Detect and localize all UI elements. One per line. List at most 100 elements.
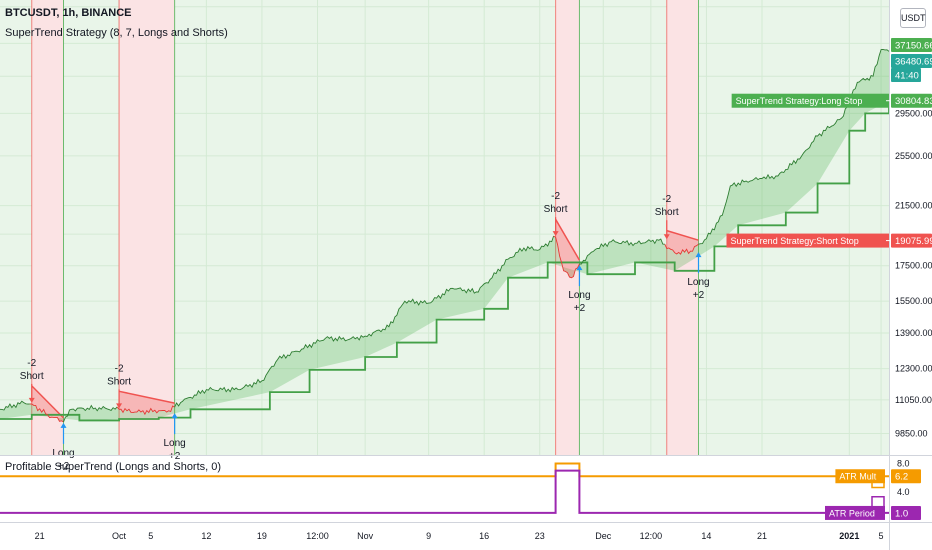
atr-mult-label-value: 6.2 bbox=[895, 472, 908, 483]
price-tick-label: 17500.00 bbox=[895, 261, 932, 271]
long-arrow-head bbox=[60, 422, 67, 428]
price-line-long bbox=[174, 235, 555, 408]
strategy-title: SuperTrend Strategy (8, 7, Longs and Sho… bbox=[5, 27, 228, 39]
time-tick-label: 2021 bbox=[839, 531, 859, 541]
price-label-bg bbox=[891, 38, 932, 52]
short-stop-line bbox=[666, 229, 699, 241]
indicator-title: Profitable SuperTrend (Longs and Shorts,… bbox=[5, 461, 222, 473]
atr-period-label-value: 1.0 bbox=[895, 508, 908, 519]
short-stop-line bbox=[118, 390, 175, 404]
price-line-short bbox=[553, 235, 580, 279]
short-stop-value: 19075.99 bbox=[895, 236, 932, 247]
short-fill bbox=[119, 391, 175, 415]
atr-mult-label-value-bg bbox=[891, 469, 921, 484]
long-arrow-head bbox=[171, 413, 178, 419]
time-tick-label: 21 bbox=[35, 531, 45, 541]
price-tick-label: 9850.00 bbox=[895, 428, 928, 438]
indicator-tick-label: 8.0 bbox=[897, 459, 910, 469]
atr-mult-label-name: ATR Mult bbox=[839, 472, 876, 482]
signal-label: Long bbox=[568, 290, 590, 301]
countdown-label: 41:40 bbox=[895, 71, 919, 82]
long-stop-name-bg bbox=[731, 93, 889, 108]
short-arrow-head bbox=[552, 231, 559, 237]
short-arrow-head bbox=[28, 397, 35, 403]
signal-amount: +2 bbox=[58, 461, 70, 472]
signal-amount: +2 bbox=[169, 451, 181, 462]
price-tick-label: 25500.00 bbox=[895, 151, 932, 161]
signal-amount: -2 bbox=[662, 194, 671, 205]
signal-amount: -2 bbox=[551, 191, 560, 202]
signal-amount: -2 bbox=[115, 363, 124, 374]
long-arrow-head bbox=[576, 265, 583, 271]
short-fill bbox=[666, 230, 699, 255]
short-stop-name: SuperTrend Strategy:Short Stop bbox=[731, 236, 859, 246]
short-zone bbox=[119, 0, 175, 455]
short-arrow-head bbox=[116, 403, 123, 409]
price-line-short bbox=[29, 403, 64, 423]
signal-amount: +2 bbox=[693, 290, 705, 301]
time-tick-label: 12:00 bbox=[640, 531, 663, 541]
price-tick-label: 29500.00 bbox=[895, 108, 932, 118]
price-tick-label: 12300.00 bbox=[895, 364, 932, 374]
signal-amount: +2 bbox=[574, 303, 586, 314]
long-arrow-head bbox=[695, 252, 702, 258]
currency-button[interactable]: USDT bbox=[900, 8, 926, 28]
short-zone bbox=[666, 0, 699, 455]
long-stop-name: SuperTrend Strategy:Long Stop bbox=[736, 96, 863, 106]
price-line-short bbox=[664, 243, 699, 255]
countdown-label-bg bbox=[891, 68, 921, 82]
short-zone bbox=[31, 0, 64, 455]
atr-period-line bbox=[0, 469, 889, 514]
price-line-long bbox=[579, 238, 665, 265]
price-line-long bbox=[698, 48, 890, 245]
short-stop-line bbox=[554, 218, 581, 261]
short-arrow-head bbox=[663, 234, 670, 240]
time-tick-label: 12 bbox=[201, 531, 211, 541]
atr-period-label-name-bg bbox=[825, 505, 885, 520]
price-label: 36480.69 bbox=[895, 57, 932, 68]
price-tick-label: 13900.00 bbox=[895, 328, 932, 338]
atr-period-label-value-bg bbox=[891, 505, 921, 520]
atr-period-label-name: ATR Period bbox=[829, 508, 875, 518]
signal-label: Long bbox=[164, 438, 186, 449]
time-tick-label: Oct bbox=[112, 531, 127, 541]
price-label: 37150.66 bbox=[895, 41, 932, 52]
long-fill bbox=[0, 49, 889, 422]
time-tick-label: 5 bbox=[148, 531, 153, 541]
indicator-tick-label: 4.0 bbox=[897, 487, 910, 497]
atr-mult-label-name-bg bbox=[835, 469, 885, 484]
price-line-short bbox=[116, 405, 175, 416]
signal-amount: -2 bbox=[27, 358, 36, 369]
signal-label: Short bbox=[107, 376, 131, 387]
long-stop-value-bg bbox=[891, 93, 932, 108]
price-line-long bbox=[63, 404, 118, 423]
time-tick-label: 14 bbox=[701, 531, 711, 541]
time-tick-label: Dec bbox=[595, 531, 612, 541]
price-tick-label: 21500.00 bbox=[895, 201, 932, 211]
price-tick-label: 15500.00 bbox=[895, 296, 932, 306]
time-tick-label: 19 bbox=[257, 531, 267, 541]
short-zone bbox=[555, 0, 580, 455]
atr-period-step bbox=[871, 495, 885, 513]
time-tick-label: 21 bbox=[757, 531, 767, 541]
signal-label: Short bbox=[544, 204, 568, 215]
short-stop-line bbox=[31, 385, 65, 419]
short-stop-value-bg bbox=[891, 233, 932, 248]
symbol-title: BTCUSDT, 1h, BINANCE bbox=[5, 7, 132, 19]
time-tick-label: 16 bbox=[479, 531, 489, 541]
time-tick-label: 12:00 bbox=[306, 531, 329, 541]
signal-label: Long bbox=[52, 448, 74, 459]
signal-label: Short bbox=[655, 207, 679, 218]
time-tick-label: 5 bbox=[879, 531, 884, 541]
supertrend-long-line bbox=[0, 100, 890, 422]
signal-label: Short bbox=[20, 371, 44, 382]
time-tick-label: Nov bbox=[357, 531, 374, 541]
time-tick-label: 9 bbox=[426, 531, 431, 541]
price-label-bg bbox=[891, 54, 932, 68]
atr-mult-line bbox=[0, 462, 889, 478]
short-stop-name-bg bbox=[726, 233, 889, 248]
price-line-long bbox=[0, 400, 30, 411]
signal-label: Long bbox=[687, 277, 709, 288]
